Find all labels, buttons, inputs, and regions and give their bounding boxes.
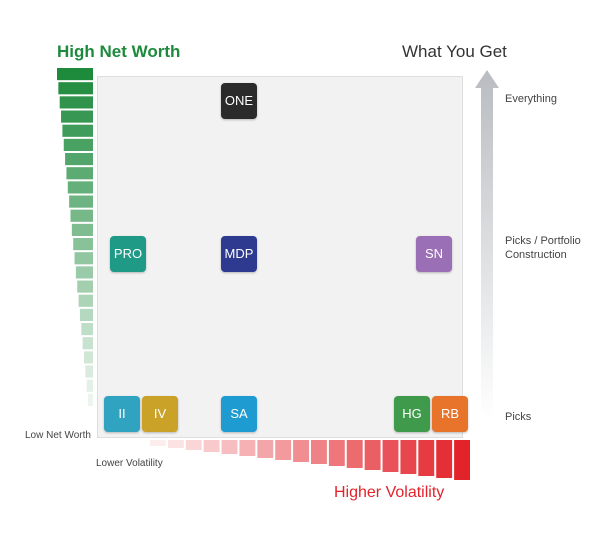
volatility-segment [364, 440, 381, 470]
volatility-segment [293, 440, 309, 462]
net-worth-segment [71, 223, 93, 236]
net-worth-segment [67, 181, 93, 194]
volatility-segment [454, 440, 470, 480]
volatility-segment [311, 440, 327, 464]
level-picks-portfolio-line1: Picks / Portfolio [505, 235, 581, 247]
net-worth-segment [62, 124, 93, 137]
tile-sn[interactable]: SN [416, 236, 452, 272]
net-worth-segment [75, 266, 93, 279]
net-worth-segment [82, 337, 93, 350]
what-you-get-arrow [475, 70, 499, 420]
net-worth-segment [59, 96, 93, 109]
net-worth-segment [85, 365, 93, 378]
volatility-segment [167, 440, 184, 448]
product-grid-panel [97, 76, 463, 438]
level-picks-portfolio-label: Picks / Portfolio Construction [505, 234, 581, 262]
tile-one[interactable]: ONE [221, 83, 257, 119]
low-net-worth-label: Low Net Worth [25, 430, 91, 441]
net-worth-segment [88, 393, 93, 406]
net-worth-segment [81, 323, 93, 336]
net-worth-segment [73, 238, 93, 251]
net-worth-segment [77, 280, 93, 293]
volatility-segment [275, 440, 292, 460]
net-worth-segment [57, 68, 93, 81]
level-picks-label: Picks [505, 411, 532, 423]
net-worth-segment [69, 195, 93, 208]
net-worth-segment [86, 379, 93, 392]
volatility-segment [257, 440, 274, 458]
high-net-worth-title: High Net Worth [57, 42, 181, 61]
volatility-segment [150, 440, 166, 446]
net-worth-segment [61, 110, 93, 123]
tile-rb[interactable]: RB [432, 396, 468, 432]
net-worth-segment [65, 153, 93, 166]
net-worth-segment [78, 294, 93, 307]
net-worth-segment [84, 351, 93, 364]
volatility-segment [382, 440, 399, 472]
volatility-segment [221, 440, 238, 454]
tile-ii[interactable]: II [104, 396, 140, 432]
tile-hg[interactable]: HG [394, 396, 430, 432]
net-worth-segment [58, 82, 93, 95]
net-worth-gradient-bar [57, 68, 93, 406]
net-worth-segment [79, 308, 93, 321]
what-you-get-title: What You Get [402, 42, 507, 61]
volatility-segment [203, 440, 220, 452]
net-worth-segment [66, 167, 93, 180]
level-picks-portfolio-line2: Construction [505, 249, 567, 261]
level-everything-label: Everything [505, 93, 557, 105]
volatility-segment [346, 440, 363, 468]
volatility-segment [328, 440, 345, 466]
net-worth-segment [74, 252, 93, 265]
volatility-segment [436, 440, 453, 478]
net-worth-segment [70, 209, 93, 222]
volatility-segment [418, 440, 435, 476]
lower-volatility-label: Lower Volatility [96, 458, 163, 469]
tile-iv[interactable]: IV [142, 396, 178, 432]
tile-sa[interactable]: SA [221, 396, 257, 432]
volatility-segment [185, 440, 202, 450]
volatility-gradient-bar [150, 440, 470, 480]
tile-pro[interactable]: PRO [110, 236, 146, 272]
higher-volatility-title: Higher Volatility [334, 484, 445, 501]
volatility-segment [400, 440, 417, 474]
tile-mdp[interactable]: MDP [221, 236, 257, 272]
volatility-segment [239, 440, 256, 456]
net-worth-segment [63, 138, 93, 151]
